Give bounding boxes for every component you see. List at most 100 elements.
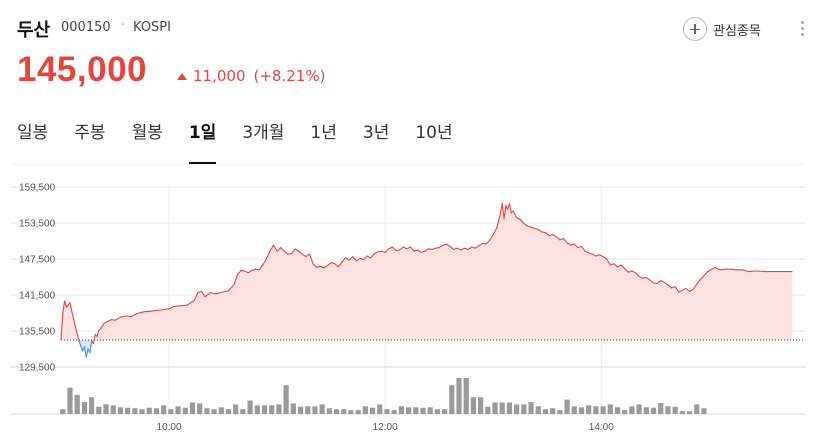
tab-monthly[interactable]: 월봉 <box>131 123 163 143</box>
volume-bar <box>233 404 239 414</box>
volume-bar <box>283 385 289 414</box>
price-line-segment-up <box>370 253 375 259</box>
price-line-segment-up <box>204 292 212 298</box>
price-line-segment-up <box>312 263 318 268</box>
price-line-segment-up <box>627 270 633 273</box>
price-line-segment-up <box>570 243 575 246</box>
price-line-segment-up <box>395 249 401 252</box>
price-line-segment-up <box>424 248 429 252</box>
price-line-segment-up <box>417 249 422 253</box>
price-line-segment-up <box>602 256 608 260</box>
price-line-segment-up <box>591 253 597 257</box>
volume-bar <box>564 399 570 414</box>
stock-name: 두산 <box>17 20 51 41</box>
price-line-segment-up <box>74 326 78 335</box>
tab-1year[interactable]: 1년 <box>310 123 337 143</box>
tab-daily[interactable]: 일봉 <box>17 123 49 143</box>
price-line-segment-up <box>258 264 264 271</box>
price-line-segment-up <box>71 310 75 320</box>
volume-bar <box>139 409 145 414</box>
volume-bar <box>276 404 282 414</box>
price-line-segment-up <box>741 269 750 273</box>
volume-bar <box>132 408 138 414</box>
price-line-segment-up <box>588 252 593 255</box>
price-line-segment-up <box>552 233 557 238</box>
price-line-segment-up <box>330 262 336 265</box>
volume-bar <box>463 378 469 414</box>
price-line-segment-up <box>717 268 723 271</box>
y-tick-label: 159,500 <box>19 183 56 194</box>
price-line-segment-up <box>481 242 487 245</box>
price-line-segment-up <box>431 247 437 250</box>
price-line-segment-up <box>265 250 271 260</box>
price-line-segment-up <box>272 244 278 252</box>
price-line-segment-down <box>80 345 84 352</box>
price-line-segment-up <box>692 283 698 291</box>
volume-bar <box>578 407 585 414</box>
volume-bar <box>636 404 642 414</box>
tab-1day[interactable]: 1일 <box>188 118 217 164</box>
price-line-segment-up <box>381 250 386 253</box>
price-line-segment-up <box>366 255 372 259</box>
price-line-segment-up <box>406 246 411 250</box>
intraday-chart[interactable]: 159,500 153,500 147,500 141,500 135,500 129,5… <box>0 170 822 439</box>
price-line-segment-up <box>652 282 658 285</box>
price-line-segment-up <box>236 269 242 276</box>
tab-weekly[interactable]: 주봉 <box>74 123 106 143</box>
price-line-segment-up <box>345 257 350 261</box>
price-line-segment-up <box>215 291 224 295</box>
volume-bar <box>650 407 657 414</box>
price-line-segment-up <box>699 275 705 280</box>
price-line-segment-up <box>337 261 343 268</box>
volume-bar <box>348 410 354 414</box>
price-line-segment-up <box>326 262 332 267</box>
price-line-segment-up <box>663 281 669 286</box>
price-line-segment-up <box>577 245 583 249</box>
price-line-segment-up <box>508 203 512 214</box>
volume-bar <box>326 408 332 414</box>
price-line-segment-up <box>209 292 217 295</box>
price-line-segment-up <box>100 322 105 330</box>
price-line-segment-up <box>489 233 494 241</box>
volume-bar <box>643 407 649 414</box>
tab-10years[interactable]: 10년 <box>415 123 453 143</box>
price-lines <box>60 202 793 358</box>
volume-bar <box>175 406 181 414</box>
price-line-segment-up <box>193 292 199 301</box>
price-line-segment-up <box>348 256 354 261</box>
price-line-segment-up <box>616 264 622 268</box>
price-line-segment-up <box>159 308 170 311</box>
price-line-segment-up <box>445 243 451 247</box>
volume-bar <box>521 404 527 414</box>
price-line-segment-up <box>714 266 719 270</box>
price-line-segment-up <box>710 266 716 271</box>
stock-market: KOSPI <box>133 20 171 35</box>
more-vertical-icon[interactable] <box>799 21 805 41</box>
triangle-up-icon <box>177 72 187 80</box>
volume-bar <box>384 409 390 414</box>
volume-bar <box>168 409 174 414</box>
price-line-segment-up <box>413 249 419 252</box>
price-line-segment-up <box>373 251 379 255</box>
price-line-segment-up <box>685 287 691 292</box>
add-watchlist-button[interactable]: 관심종목 <box>683 16 761 42</box>
y-tick-label: 147,500 <box>19 255 56 266</box>
price-line-segment-up <box>620 264 626 270</box>
price-line-segment-up <box>534 227 539 231</box>
tab-3years[interactable]: 3년 <box>362 123 390 143</box>
price-line-segment-up <box>427 248 433 250</box>
price-line-segment-up <box>566 242 572 246</box>
price-line-segment-up <box>555 236 561 241</box>
price-line-segment-up <box>485 239 491 245</box>
period-tabs: 일봉 주봉 월봉 1일 3개월 1년 3년 10년 <box>17 118 479 164</box>
price-line-segment-up <box>526 225 532 228</box>
tab-3months[interactable]: 3개월 <box>242 123 285 143</box>
price-line-segment-up <box>584 250 590 254</box>
price-line-segment-up <box>103 320 109 324</box>
price-line-segment-up <box>755 270 768 273</box>
price-line-segment-up <box>438 244 444 249</box>
volume-bar <box>341 409 347 414</box>
price-line-segment-up <box>62 300 66 314</box>
price-line-segment-up <box>305 253 311 258</box>
volume-bar <box>362 406 368 414</box>
